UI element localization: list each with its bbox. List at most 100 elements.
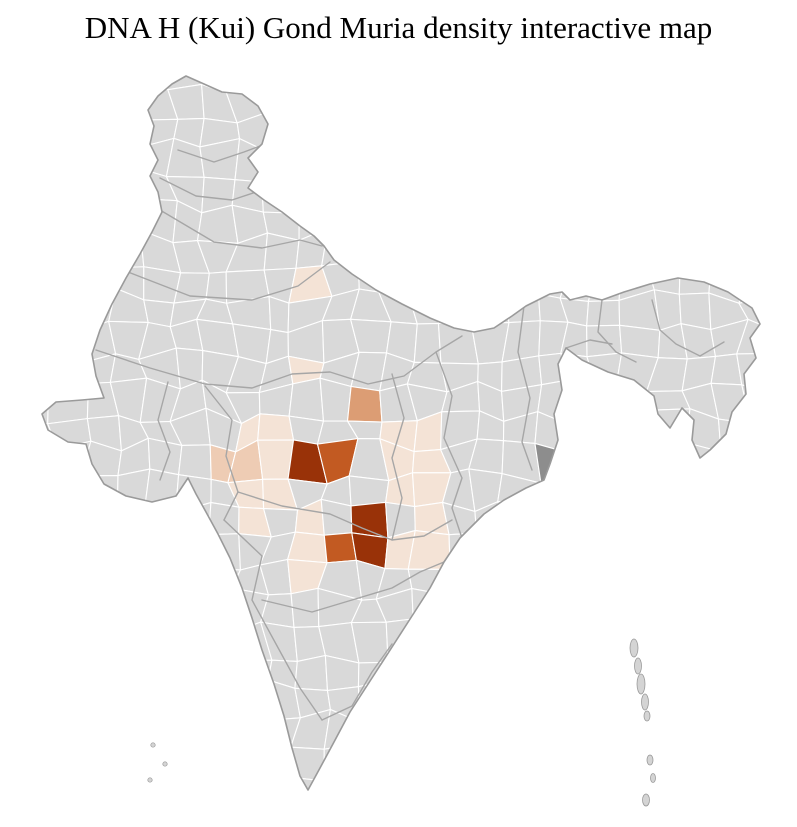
district-cell[interactable] <box>111 229 145 269</box>
district-cell[interactable] <box>438 77 480 123</box>
district-cell[interactable] <box>495 88 542 120</box>
district-cell[interactable] <box>436 774 482 805</box>
district-cell[interactable] <box>114 804 139 827</box>
district-cell[interactable] <box>379 139 421 185</box>
district-cell[interactable] <box>16 682 62 724</box>
district-cell[interactable] <box>471 176 500 210</box>
district-cell[interactable] <box>591 439 623 482</box>
district-cell[interactable] <box>236 770 263 810</box>
district-cell[interactable] <box>778 85 797 122</box>
district-cell[interactable] <box>347 202 391 244</box>
district-cell[interactable] <box>77 138 113 181</box>
district-cell[interactable] <box>740 658 770 692</box>
district-cell[interactable] <box>19 203 52 241</box>
district-cell[interactable] <box>261 800 300 827</box>
district-cell[interactable] <box>467 590 501 625</box>
district-cell[interactable] <box>142 681 179 720</box>
district-cell[interactable] <box>467 77 499 123</box>
district-cell[interactable] <box>52 121 84 147</box>
district-cell[interactable] <box>197 587 233 635</box>
district-cell[interactable] <box>680 52 715 94</box>
district-cell[interactable] <box>438 51 478 92</box>
district-cell[interactable] <box>46 744 91 782</box>
district-cell[interactable] <box>231 742 261 784</box>
district-cell[interactable] <box>688 207 718 238</box>
district-cell[interactable] <box>706 658 752 692</box>
district-cell[interactable] <box>437 261 480 302</box>
district-cell[interactable] <box>347 241 391 274</box>
district-cell[interactable] <box>705 509 751 540</box>
district-cell[interactable] <box>588 87 633 125</box>
district-cell[interactable] <box>618 593 656 633</box>
district-cell[interactable] <box>526 207 564 243</box>
district-cell[interactable] <box>439 198 473 245</box>
district-cell[interactable] <box>530 714 564 752</box>
district-cell[interactable] <box>677 802 721 827</box>
district-cell[interactable] <box>225 57 272 94</box>
district-cell[interactable] <box>297 777 325 805</box>
district-cell[interactable] <box>538 352 573 386</box>
district-cell[interactable] <box>742 769 777 806</box>
district-cell[interactable] <box>585 588 628 633</box>
district-cell[interactable] <box>506 802 533 827</box>
district-cell[interactable] <box>750 687 775 725</box>
district-cell[interactable] <box>497 113 542 148</box>
district-cell[interactable] <box>106 81 146 121</box>
district-cell[interactable] <box>346 385 383 423</box>
district-cell[interactable] <box>496 682 537 721</box>
district-cell[interactable] <box>323 532 357 564</box>
district-cell[interactable] <box>767 739 797 783</box>
district-cell[interactable] <box>46 713 91 752</box>
district-cell[interactable] <box>25 89 54 123</box>
district-cell[interactable] <box>531 624 564 658</box>
district-cell[interactable] <box>22 529 62 571</box>
district-cell[interactable] <box>290 746 325 782</box>
district-cell[interactable] <box>770 389 797 413</box>
district-cell[interactable] <box>585 506 626 541</box>
district-cell[interactable] <box>412 678 444 722</box>
district-cell[interactable] <box>528 235 573 267</box>
district-cell[interactable] <box>171 802 207 827</box>
district-cell[interactable] <box>352 138 382 185</box>
district-cell[interactable] <box>557 588 601 634</box>
district-cell[interactable] <box>19 655 60 684</box>
district-cell[interactable] <box>140 592 178 635</box>
district-cell[interactable] <box>677 78 708 121</box>
district-cell[interactable] <box>557 630 602 663</box>
district-cell[interactable] <box>412 710 451 746</box>
district-cell[interactable] <box>650 742 683 776</box>
district-cell[interactable] <box>84 167 122 206</box>
district-cell[interactable] <box>436 621 482 659</box>
district-cell[interactable] <box>114 527 141 569</box>
district-cell[interactable] <box>471 228 505 263</box>
district-cell[interactable] <box>625 87 660 125</box>
district-cell[interactable] <box>137 802 178 827</box>
district-cell[interactable] <box>145 652 179 686</box>
district-cell[interactable] <box>502 228 536 267</box>
district-cell[interactable] <box>408 264 447 302</box>
district-cell[interactable] <box>385 618 414 663</box>
district-cell[interactable] <box>136 768 182 804</box>
district-cell[interactable] <box>319 198 353 244</box>
district-cell[interactable] <box>378 239 417 274</box>
district-cell[interactable] <box>76 499 118 541</box>
district-cell[interactable] <box>767 504 797 539</box>
district-cell[interactable] <box>20 811 60 827</box>
district-cell[interactable] <box>589 712 630 753</box>
district-cell[interactable] <box>649 441 688 478</box>
district-cell[interactable] <box>558 749 591 775</box>
district-cell[interactable] <box>408 741 451 780</box>
district-cell[interactable] <box>467 51 504 91</box>
district-cell[interactable] <box>56 655 79 684</box>
district-cell[interactable] <box>169 534 210 571</box>
district-cell[interactable] <box>76 527 120 569</box>
district-cell[interactable] <box>138 536 175 571</box>
district-cell[interactable] <box>585 469 623 509</box>
district-cell[interactable] <box>173 272 210 304</box>
district-cell[interactable] <box>295 52 327 90</box>
district-cell[interactable] <box>22 558 60 600</box>
district-cell[interactable] <box>503 261 540 295</box>
district-cell[interactable] <box>234 138 269 183</box>
district-cell[interactable] <box>718 537 752 574</box>
